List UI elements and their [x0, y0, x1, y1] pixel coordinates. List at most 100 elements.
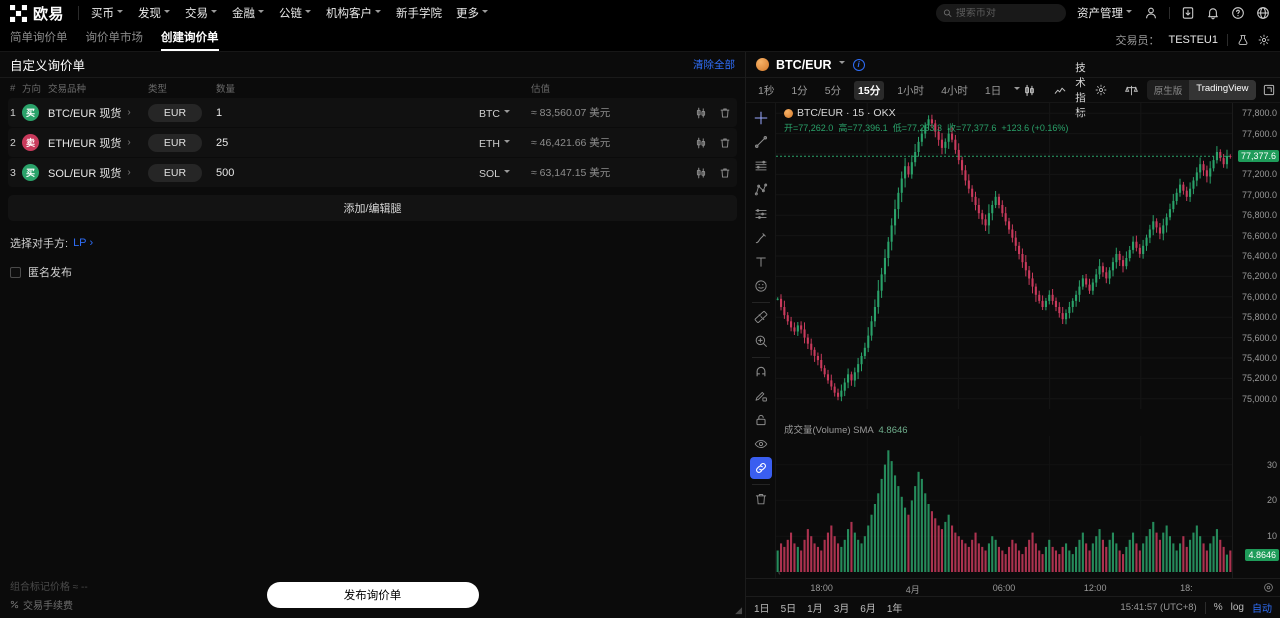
nav-item-buy-crypto[interactable]: 买币: [91, 5, 124, 21]
compare-balance-icon[interactable]: [1124, 84, 1138, 97]
auto-scale-toggle[interactable]: 自动: [1252, 604, 1272, 615]
row-currency[interactable]: SOL: [479, 166, 531, 180]
nav-item-more[interactable]: 更多: [456, 5, 489, 21]
chevron-down-icon[interactable]: [838, 60, 846, 67]
currency-select[interactable]: SOL: [479, 168, 511, 180]
price-axis[interactable]: 77,800.077,600.077,400.077,200.077,000.0…: [1232, 103, 1280, 578]
resize-handle-icon[interactable]: ◢: [735, 605, 742, 615]
text-tool-icon[interactable]: [750, 251, 772, 273]
table-row[interactable]: 1 买 BTC/EUR 现货 › EUR 1 BTC: [8, 98, 737, 127]
pitchfork-tool-icon[interactable]: [750, 179, 772, 201]
chart-mode-tradingview[interactable]: TradingView: [1189, 80, 1256, 100]
quantity-input[interactable]: 500: [216, 166, 235, 179]
help-icon[interactable]: [1231, 6, 1245, 20]
eye-visibility-icon[interactable]: [750, 433, 772, 455]
publish-rfq-button[interactable]: 发布询价单: [266, 582, 479, 608]
candlestick-type-icon[interactable]: [1023, 84, 1036, 97]
delete-row-icon[interactable]: [719, 107, 731, 119]
row-type[interactable]: EUR: [148, 133, 216, 152]
drawing-mode-icon[interactable]: [750, 385, 772, 407]
user-icon[interactable]: [1144, 6, 1158, 20]
quantity-input[interactable]: 1: [216, 106, 223, 119]
trash-icon[interactable]: [750, 488, 772, 510]
range-1d[interactable]: 1日: [754, 604, 770, 615]
timeframe-4h[interactable]: 4小时: [941, 84, 968, 97]
globe-icon[interactable]: [1256, 6, 1270, 20]
row-currency[interactable]: BTC: [479, 106, 531, 120]
counterparty-select[interactable]: LP ›: [73, 237, 93, 249]
search-input[interactable]: [955, 7, 1059, 19]
lab-flask-icon[interactable]: [1237, 34, 1249, 46]
fullscreen-icon[interactable]: [1263, 84, 1275, 96]
range-1mo[interactable]: 1月: [807, 604, 823, 615]
settings-gear-icon[interactable]: [1258, 34, 1270, 46]
timeframe-1h[interactable]: 1小时: [897, 84, 925, 97]
nav-item-academy[interactable]: 新手学院: [396, 5, 442, 21]
table-row[interactable]: 3 买 SOL/EUR 现货 › EUR 500 SOL: [8, 158, 737, 187]
quantity-input[interactable]: 25: [216, 136, 229, 149]
timeframe-1s[interactable]: 1秒: [758, 84, 775, 97]
range-5d[interactable]: 5日: [780, 604, 797, 615]
add-edit-leg-button[interactable]: 添加/编辑腿: [8, 195, 737, 221]
emoji-tool-icon[interactable]: [750, 275, 772, 297]
row-instrument[interactable]: ETH/EUR 现货 ›: [48, 135, 148, 151]
info-icon[interactable]: i: [852, 58, 865, 71]
percent-scale-toggle[interactable]: %: [1213, 602, 1223, 613]
delete-row-icon[interactable]: [719, 137, 731, 149]
nav-item-trade[interactable]: 交易: [185, 5, 218, 21]
nav-item-chain[interactable]: 公链: [279, 5, 312, 21]
nav-item-institutional[interactable]: 机构客户: [326, 5, 382, 21]
candlestick-chart-icon[interactable]: [695, 107, 707, 119]
candlestick-chart-icon[interactable]: [695, 167, 707, 179]
row-type[interactable]: EUR: [148, 103, 216, 122]
anonymous-checkbox[interactable]: [10, 266, 21, 278]
candlestick-chart[interactable]: [776, 103, 1232, 578]
tab-rfq-market[interactable]: 询价单市场: [85, 32, 144, 44]
search-box[interactable]: [936, 4, 1066, 22]
range-3mo[interactable]: 3月: [833, 604, 850, 615]
indicators-icon[interactable]: [1054, 84, 1066, 96]
time-axis-settings-icon[interactable]: [1263, 582, 1274, 596]
measure-ruler-icon[interactable]: [750, 306, 772, 328]
range-6mo[interactable]: 6月: [860, 604, 876, 615]
chart-scroll-handle[interactable]: ‹: [778, 568, 781, 577]
timeframe-1m[interactable]: 1分: [791, 84, 808, 97]
bell-icon[interactable]: [1206, 6, 1220, 20]
timeframe-15m[interactable]: 15分: [854, 80, 885, 100]
lock-icon[interactable]: [750, 409, 772, 431]
zoom-in-icon[interactable]: [750, 330, 772, 352]
delete-row-icon[interactable]: [719, 167, 731, 179]
okx-logo[interactable]: 欧易: [10, 3, 64, 24]
time-axis[interactable]: 18:00 4月 06:00 12:00 18:: [746, 578, 1280, 596]
log-scale-toggle[interactable]: log: [1230, 602, 1244, 613]
row-instrument[interactable]: SOL/EUR 现货 ›: [48, 165, 148, 181]
clear-all-button[interactable]: 清除全部: [693, 59, 735, 71]
download-icon[interactable]: [1181, 6, 1195, 20]
tab-simple-rfq[interactable]: 简单询价单: [10, 32, 68, 44]
row-side[interactable]: 卖: [22, 134, 48, 151]
crosshair-tool-icon[interactable]: [750, 107, 772, 129]
nav-item-finance[interactable]: 金融: [232, 5, 265, 21]
chart-mode-toggle[interactable]: 原生版 TradingView: [1146, 80, 1256, 100]
row-side[interactable]: 买: [22, 164, 48, 181]
row-currency[interactable]: ETH: [479, 136, 531, 150]
row-instrument[interactable]: BTC/EUR 现货 ›: [48, 105, 148, 121]
table-row[interactable]: 2 卖 ETH/EUR 现货 › EUR 25 ETH: [8, 128, 737, 157]
row-type[interactable]: EUR: [148, 163, 216, 182]
trend-line-tool-icon[interactable]: [750, 131, 772, 153]
timeframe-5m[interactable]: 5分: [824, 84, 842, 97]
currency-select[interactable]: BTC: [479, 108, 511, 120]
horizontal-lines-tool-icon[interactable]: [750, 155, 772, 177]
nav-item-discover[interactable]: 发现: [138, 5, 171, 21]
row-side[interactable]: 买: [22, 104, 48, 121]
assets-management-menu[interactable]: 资产管理: [1077, 5, 1133, 21]
currency-select[interactable]: ETH: [479, 138, 511, 150]
chart-plot-area[interactable]: BTC/EUR · 15 · OKX 开=77,262.0 高=77,396.1…: [776, 103, 1232, 578]
brush-tool-icon[interactable]: [750, 227, 772, 249]
candlestick-chart-icon[interactable]: [695, 137, 707, 149]
timeframe-1d[interactable]: 1日: [984, 84, 1002, 97]
range-1y[interactable]: 1年: [886, 604, 903, 615]
tab-create-rfq[interactable]: 创建询价单: [161, 29, 219, 51]
magnet-icon[interactable]: [750, 361, 772, 383]
chart-mode-native[interactable]: 原生版: [1153, 86, 1183, 97]
